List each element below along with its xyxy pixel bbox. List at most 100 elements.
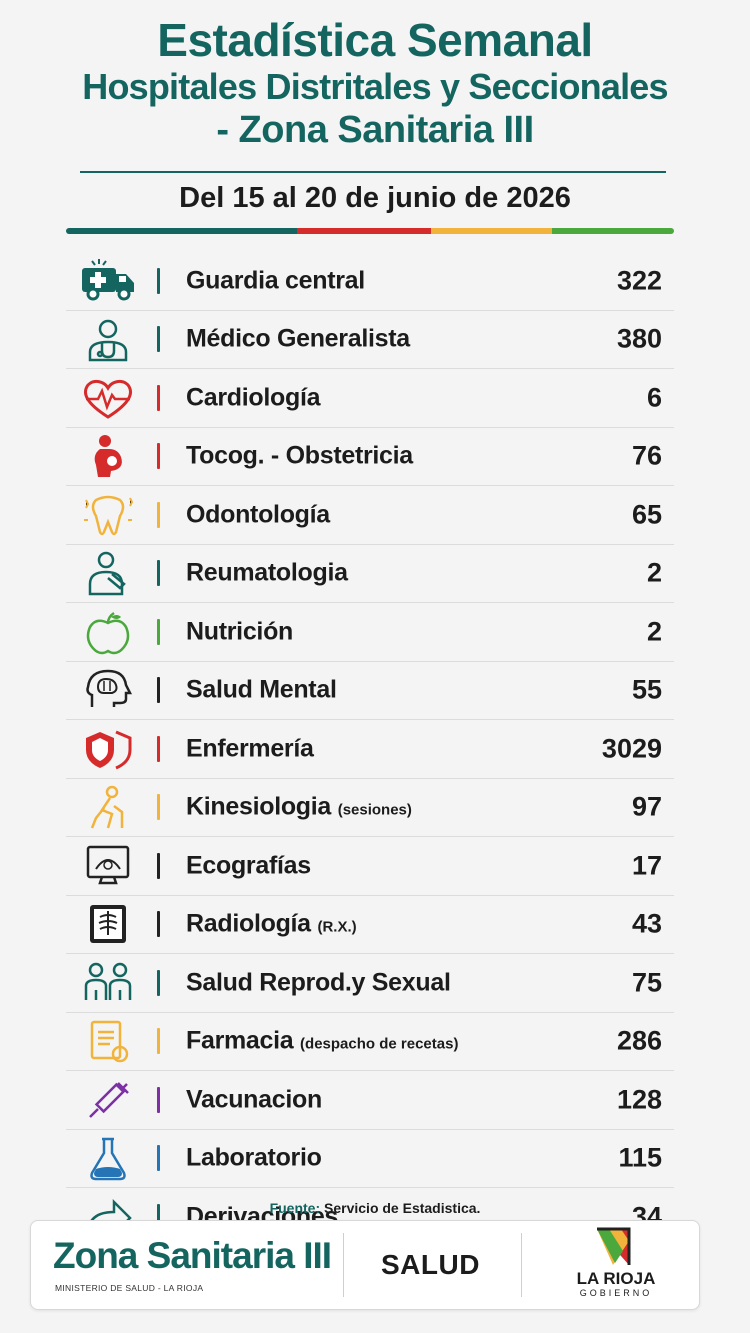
stat-label-note: (despacho de recetas) — [300, 1035, 459, 1053]
stat-value: 115 — [618, 1142, 662, 1173]
arm-sling-icon — [78, 550, 138, 596]
stat-label: Reumatologia — [186, 559, 348, 588]
stat-value: 17 — [631, 850, 662, 881]
stat-label-text: Salud Mental — [186, 675, 337, 704]
row-separator — [157, 501, 160, 528]
ambulance-icon — [78, 258, 138, 304]
walking-cane-icon — [78, 784, 138, 830]
pregnant-woman-icon — [78, 433, 138, 479]
stat-row: Nutrición 2 — [66, 603, 674, 662]
shield-icon — [78, 726, 138, 772]
stat-label-text: Tocog. - Obstetricia — [186, 441, 413, 470]
stats-list: Guardia central 322 Médico Generalista 380 C… — [66, 252, 674, 1305]
stat-row: Farmacia (despacho de recetas) 286 — [66, 1013, 674, 1071]
stat-row: Tocog. - Obstetricia 76 — [66, 428, 674, 486]
title-line-2: Hospitales Distritales y Seccionales — [82, 66, 668, 107]
row-separator — [157, 560, 160, 587]
stat-label: Radiología (R.X.) — [186, 910, 357, 939]
stat-label-text: Reumatologia — [186, 558, 348, 587]
stat-value: 75 — [631, 967, 662, 998]
source-text: Servicio de Estadistica. — [324, 1200, 481, 1216]
stat-value: 76 — [631, 440, 662, 471]
row-separator — [157, 1203, 160, 1230]
stat-label: Farmacia (despacho de recetas) — [186, 1027, 458, 1056]
stat-row: Salud Mental 55 — [66, 662, 674, 720]
stat-row: Guardia central 322 — [66, 252, 674, 311]
row-separator — [157, 384, 160, 411]
row-separator — [157, 1145, 160, 1172]
stat-value: 286 — [616, 1025, 662, 1056]
row-separator — [157, 852, 160, 879]
row-separator — [157, 1028, 160, 1055]
stat-label-text: Ecografías — [186, 851, 311, 880]
row-separator — [157, 794, 160, 821]
zona-logo-text: Zona Sanitaria — [53, 1235, 295, 1276]
stat-label-text: Médico Generalista — [186, 324, 410, 353]
stat-label: Salud Reprod.y Sexual — [186, 968, 451, 997]
stat-row: Kinesiologia (sesiones) 97 — [66, 779, 674, 837]
stat-value: 2 — [646, 557, 662, 588]
prescription-icon — [78, 1018, 138, 1064]
title-divider — [80, 171, 666, 173]
tooth-icon — [78, 492, 138, 538]
footer-divider — [343, 1233, 344, 1297]
doctor-icon — [78, 316, 138, 362]
stat-label-text: Vacunacion — [186, 1085, 322, 1114]
stat-label-text: Laboratorio — [186, 1143, 322, 1172]
xray-icon — [78, 901, 138, 947]
stat-value: 322 — [616, 265, 662, 296]
syringe-icon — [78, 1077, 138, 1123]
couple-icon — [78, 960, 138, 1006]
footer-logos: Zona Sanitaria III MINISTERIO DE SALUD -… — [30, 1220, 700, 1310]
stat-row: Odontología 65 — [66, 486, 674, 545]
stat-label: Odontología — [186, 500, 330, 529]
stat-value: 3029 — [601, 733, 662, 764]
stat-row: Médico Generalista 380 — [66, 311, 674, 369]
apple-icon — [78, 609, 138, 655]
color-stripe — [66, 228, 674, 234]
date-range: Del 15 al 20 de junio de 2026 — [179, 182, 571, 214]
stat-label-note: (R.X.) — [317, 918, 357, 936]
zona-logo-number: III — [303, 1235, 332, 1276]
page-title: Estadística Semanal Hospitales Distrital… — [0, 14, 750, 152]
stat-label: Guardia central — [186, 266, 365, 295]
ultrasound-monitor-icon — [78, 843, 138, 889]
stat-label: Médico Generalista — [186, 325, 410, 354]
row-separator — [157, 911, 160, 938]
stat-row: Vacunacion 128 — [66, 1071, 674, 1130]
stat-label-note: (sesiones) — [337, 801, 412, 819]
stat-value: 6 — [646, 382, 662, 413]
stat-label-text: Cardiología — [186, 383, 321, 412]
stat-label: Ecografías — [186, 851, 311, 880]
stat-row: Radiología (R.X.) 43 — [66, 896, 674, 954]
stat-label: Laboratorio — [186, 1144, 322, 1173]
stat-label: Kinesiologia (sesiones) — [186, 793, 412, 822]
stat-value: 380 — [616, 323, 662, 354]
stat-row: Laboratorio 115 — [66, 1130, 674, 1188]
row-separator — [157, 443, 160, 470]
row-separator — [157, 326, 160, 353]
footer-divider — [521, 1233, 522, 1297]
title-line-3: - Zona Sanitaria III — [216, 109, 534, 151]
stat-row: Salud Reprod.y Sexual 75 — [66, 954, 674, 1013]
brain-head-icon — [78, 667, 138, 713]
row-separator — [157, 735, 160, 762]
stat-label: Cardiología — [186, 383, 321, 412]
stat-label-text: Farmacia — [186, 1026, 294, 1055]
stat-label-text: Guardia central — [186, 266, 365, 295]
stat-label: Vacunacion — [186, 1085, 322, 1114]
row-separator — [157, 677, 160, 704]
stat-value: 2 — [646, 616, 662, 647]
title-line-1: Estadística Semanal — [157, 14, 593, 66]
salud-logo: SALUD — [381, 1249, 480, 1280]
row-separator — [157, 969, 160, 996]
stat-label-text: Odontología — [186, 500, 330, 529]
source-note: Fuente: Servicio de Estadistica. — [0, 1200, 750, 1216]
gobierno-text: GOBIERNO — [579, 1288, 653, 1298]
stat-value: 65 — [631, 499, 662, 530]
stat-label-text: Radiología — [186, 909, 311, 938]
stat-value: 55 — [631, 674, 662, 705]
ministerio-caption: MINISTERIO DE SALUD - LA RIOJA — [55, 1283, 204, 1293]
row-separator — [157, 618, 160, 645]
stat-row: Ecografías 17 — [66, 837, 674, 896]
